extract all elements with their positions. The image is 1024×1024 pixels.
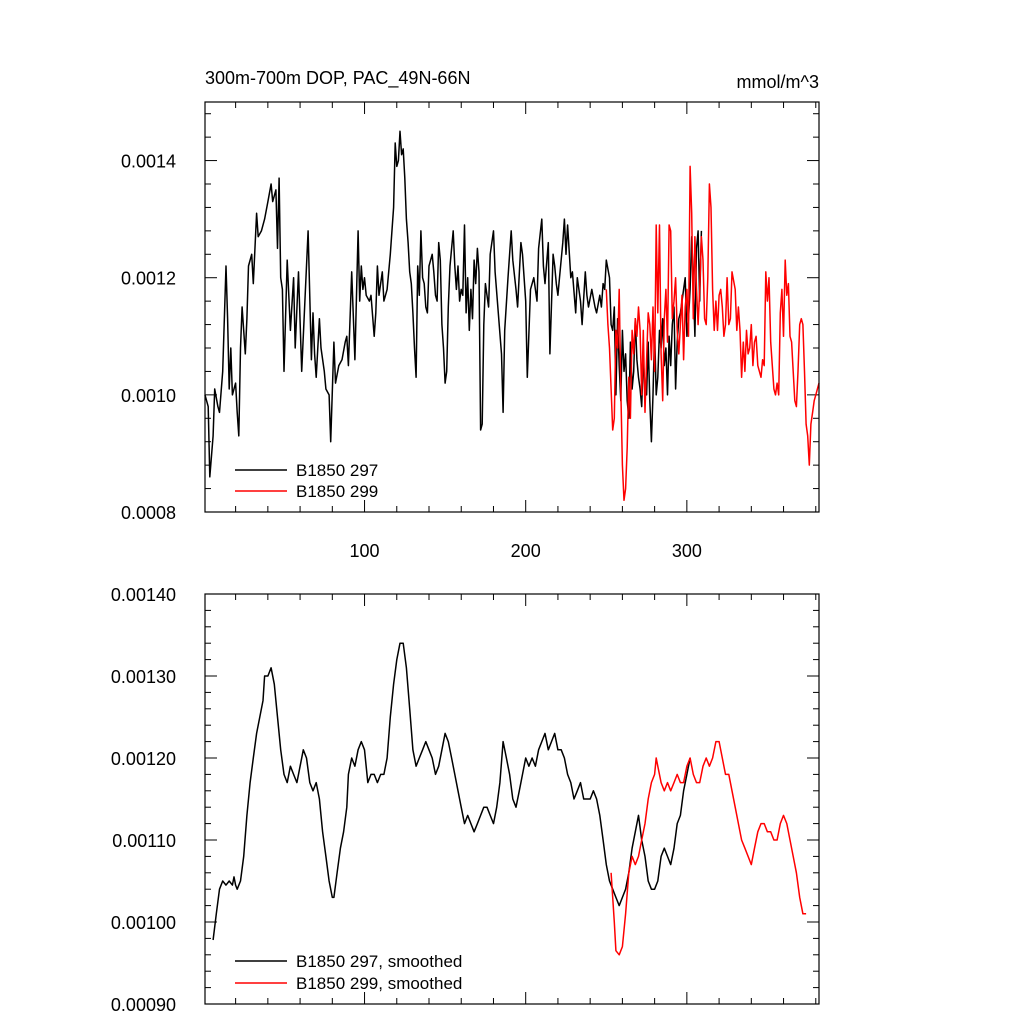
top-x-tick-label: 100 [350,541,380,561]
legend-label-b1850-297: B1850 297 [296,461,378,480]
bottom-y-tick-label: 0.00120 [111,749,176,769]
top-y-tick-label: 0.0014 [121,152,176,172]
series-line-b1850-299 [605,165,820,502]
series-line-b1850-299-smoothed [610,740,807,956]
series-line-b1850-297-smoothed [212,642,691,941]
bottom-y-tick-label: 0.00140 [111,585,176,605]
top-plot-lines [204,130,820,502]
top-plot-legend: B1850 297 B1850 299 [235,461,378,501]
top-y-tick-label: 0.0010 [121,386,176,406]
bottom-y-tick-label: 0.00130 [111,667,176,687]
bottom-y-tick-label: 0.00110 [112,831,176,851]
top-plot-title: 300m-700m DOP, PAC_49N-66N [205,68,470,89]
bottom-y-tick-label: 0.00100 [111,913,176,933]
legend-label-b1850-297-smoothed: B1850 297, smoothed [296,952,462,971]
top-plot: 300m-700m DOP, PAC_49N-66N mmol/m^3 100 2… [121,68,820,561]
top-x-tick-label: 300 [672,541,702,561]
bottom-plot-lines [212,642,807,956]
bottom-plot-legend: B1850 297, smoothed B1850 299, smoothed [235,952,462,993]
top-y-tick-label: 0.0012 [121,269,176,289]
bottom-plot-ticks: 0.00090 0.00100 0.00110 0.00120 0.00130 0.001… [111,585,819,1015]
bottom-plot: 0.00090 0.00100 0.00110 0.00120 0.00130 0.001… [111,585,820,1015]
bottom-y-tick-label: 0.00090 [111,995,176,1015]
top-y-tick-label: 0.0008 [121,503,176,523]
top-x-tick-label: 200 [511,541,541,561]
top-plot-ticks: 100 200 300 0.0008 0.0010 0.0012 0.0014 [121,102,819,561]
bottom-plot-frame [204,593,820,1005]
top-plot-units: mmol/m^3 [737,72,819,92]
legend-label-b1850-299-smoothed: B1850 299, smoothed [296,974,462,993]
top-plot-frame [204,101,820,513]
legend-label-b1850-299: B1850 299 [296,482,378,501]
